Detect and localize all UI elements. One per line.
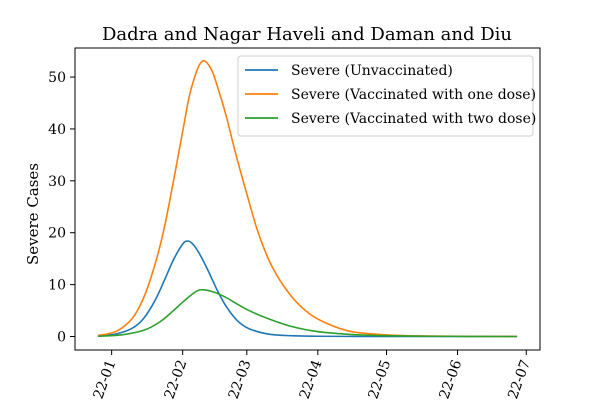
- y-ticks: 0 10 20 30 40 50: [48, 70, 75, 346]
- x-tick-label: 22-05: [365, 358, 394, 400]
- legend-item-unvaccinated: Severe (Unvaccinated): [291, 63, 453, 79]
- x-tick-label: 22-04: [297, 358, 326, 400]
- legend-box: [237, 55, 534, 137]
- plot-area-frame: [74, 47, 541, 351]
- series-line-two-dose: [97, 288, 518, 338]
- chart-title: Dadra and Nagar Haveli and Daman and Diu: [102, 24, 512, 45]
- x-ticks: 22-01 22-02 22-03 22-04 22-05 22-06 22-07: [91, 350, 534, 400]
- x-tick-label: 22-03: [226, 358, 255, 400]
- y-tick-label: 50: [48, 70, 66, 86]
- x-tick-label: 22-07: [505, 358, 534, 400]
- y-tick-label: 20: [48, 226, 66, 242]
- legend-item-two-dose: Severe (Vaccinated with two dose): [291, 111, 536, 127]
- y-tick-label: 0: [57, 330, 66, 346]
- y-tick-label: 40: [48, 122, 66, 138]
- y-tick-label: 30: [48, 174, 66, 190]
- series-line-unvaccinated: [97, 240, 518, 338]
- x-tick-label: 22-06: [436, 358, 465, 400]
- y-tick-label: 10: [48, 278, 66, 294]
- x-tick-label: 22-01: [91, 358, 120, 400]
- legend: Severe (Unvaccinated) Severe (Vaccinated …: [237, 55, 536, 137]
- x-tick-label: 22-02: [162, 358, 191, 400]
- series-lines: [97, 59, 518, 338]
- series-line-one-dose: [97, 59, 518, 338]
- legend-item-one-dose: Severe (Vaccinated with one dose): [291, 87, 536, 103]
- y-axis-label: Severe Cases: [24, 163, 42, 265]
